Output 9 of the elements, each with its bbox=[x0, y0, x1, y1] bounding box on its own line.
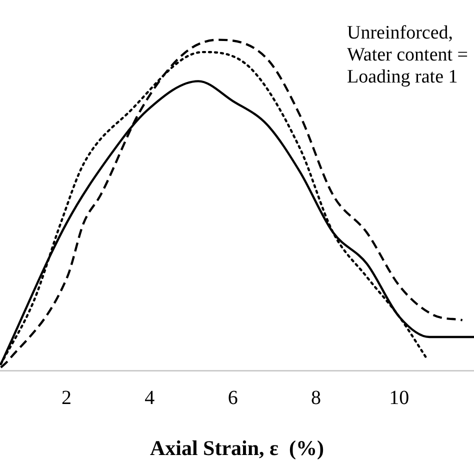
x-tick-label: 6 bbox=[228, 387, 238, 410]
annotation: Water content = bbox=[346, 44, 468, 66]
x-tick-label: 10 bbox=[389, 387, 410, 410]
annotation: Unreinforced, bbox=[346, 22, 454, 44]
x-tick-label: 2 bbox=[62, 387, 72, 410]
x-axis-title: Axial Strain, ε (%) bbox=[150, 436, 324, 460]
x-tick-label: 4 bbox=[144, 387, 155, 410]
annotation: Loading rate 1 bbox=[346, 66, 458, 88]
x-tick-label: 8 bbox=[311, 387, 321, 410]
